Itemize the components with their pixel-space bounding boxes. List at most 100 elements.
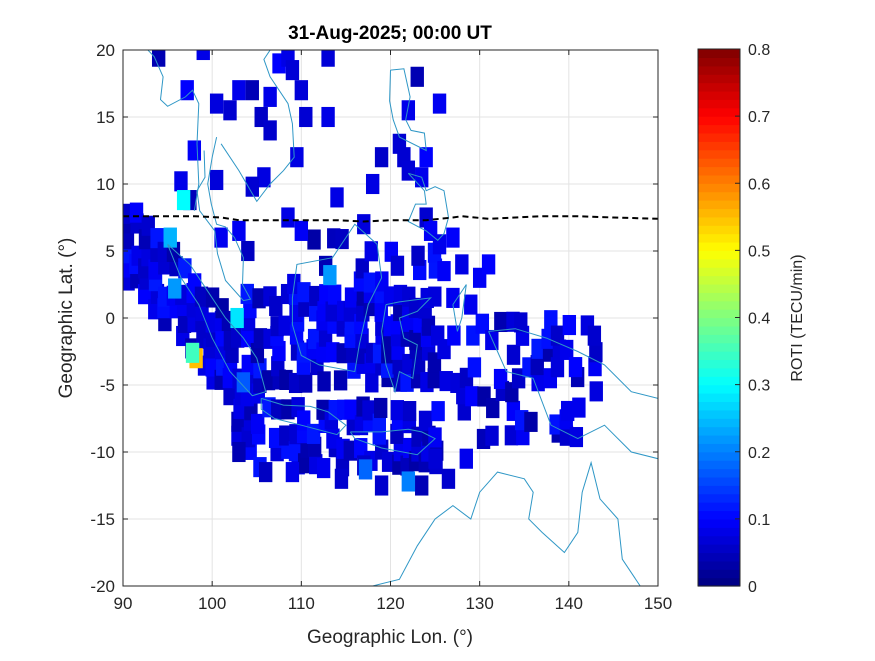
- roti-cell: [432, 93, 447, 114]
- roti-cell: [151, 50, 166, 67]
- roti-cell: [506, 344, 521, 365]
- roti-cell: [279, 425, 293, 446]
- roti-cell: [326, 428, 340, 449]
- roti-cell: [209, 93, 224, 114]
- roti-cell: [281, 399, 295, 420]
- roti-cell: [363, 272, 378, 293]
- colorbar-swatch: [698, 283, 740, 293]
- colorbar-swatch: [698, 493, 740, 503]
- roti-cell: [589, 342, 603, 363]
- roti-cell: [428, 286, 442, 307]
- roti-cell: [209, 169, 224, 191]
- colorbar-swatch: [698, 560, 740, 570]
- colorbar-swatch: [698, 502, 740, 512]
- roti-cell: [374, 397, 388, 419]
- roti-cell: [263, 120, 277, 141]
- roti-cell: [288, 372, 303, 394]
- roti-cell: [123, 257, 133, 278]
- roti-cell: [129, 202, 144, 223]
- colorbar-swatch: [698, 225, 740, 235]
- colorbar-swatch: [698, 300, 740, 310]
- colorbar-swatch: [698, 309, 740, 319]
- roti-cell: [294, 80, 309, 101]
- colorbar-swatch: [698, 191, 740, 201]
- roti-cell-high: [168, 278, 182, 299]
- colorbar-swatch: [698, 208, 740, 218]
- coastline: [389, 68, 427, 152]
- roti-cell: [514, 312, 528, 333]
- roti-cell: [344, 287, 359, 308]
- y-tick-label: -15: [90, 510, 115, 529]
- roti-cell: [257, 167, 271, 188]
- roti-cell: [343, 440, 358, 461]
- roti-cell: [187, 140, 202, 161]
- roti-cell: [269, 295, 283, 317]
- roti-cell: [559, 339, 574, 360]
- colorbar-swatch: [698, 183, 740, 193]
- coastline: [452, 284, 467, 332]
- colorbar-swatch: [698, 334, 740, 344]
- x-tick-label: 130: [465, 594, 493, 613]
- roti-cell: [123, 243, 133, 264]
- colorbar-swatch: [698, 460, 740, 470]
- colorbar-tick-label: 0.3: [748, 378, 770, 395]
- colorbar-swatch: [698, 527, 740, 537]
- roti-cell: [401, 100, 416, 121]
- roti-cell: [298, 372, 313, 393]
- colorbar-swatch: [698, 384, 740, 394]
- x-tick-label: 150: [644, 594, 672, 613]
- colorbar-swatch: [698, 292, 740, 302]
- colorbar-swatch: [698, 149, 740, 159]
- roti-cell: [326, 342, 340, 363]
- coastline: [407, 172, 450, 241]
- roti-cell: [365, 372, 379, 393]
- colorbar-swatch: [698, 99, 740, 109]
- colorbar-tick-label: 0.8: [748, 42, 770, 59]
- colorbar-swatch: [698, 577, 740, 587]
- roti-cell: [568, 357, 583, 378]
- roti-cell: [446, 227, 460, 248]
- roti-cell: [241, 327, 255, 348]
- roti-cell-high: [163, 227, 177, 248]
- roti-cell: [446, 287, 460, 308]
- colorbar-swatch: [698, 569, 740, 579]
- roti-cell: [390, 400, 405, 421]
- roti-cell: [493, 368, 508, 390]
- roti-cell: [365, 173, 380, 195]
- colorbar-swatch: [698, 116, 740, 126]
- roti-cell: [297, 282, 311, 303]
- roti-cell: [364, 241, 378, 262]
- colorbar-swatch: [698, 65, 740, 75]
- roti-cell: [316, 458, 331, 479]
- colorbar-swatch: [698, 82, 740, 92]
- roti-cell: [486, 398, 500, 419]
- roti-cell: [123, 270, 135, 291]
- roti-cell: [250, 413, 265, 434]
- roti-cell: [464, 294, 478, 315]
- colorbar-swatch: [698, 166, 740, 176]
- y-tick-label: 0: [106, 309, 115, 328]
- colorbar-swatch: [698, 267, 740, 277]
- roti-cell: [334, 468, 349, 489]
- roti-cell: [530, 355, 544, 376]
- roti-cell-high: [185, 342, 200, 363]
- colorbar-swatch: [698, 544, 740, 554]
- roti-cell: [123, 203, 133, 224]
- coastline: [381, 297, 432, 394]
- roti-cell: [344, 399, 358, 420]
- roti-cell: [410, 66, 424, 87]
- roti-cell: [278, 315, 292, 336]
- roti-cell: [381, 343, 395, 364]
- colorbar-swatch: [698, 451, 740, 461]
- roti-cell: [232, 441, 246, 463]
- colorbar-swatch: [698, 434, 740, 444]
- colorbar-tick-label: 0.7: [748, 109, 770, 126]
- coastline: [260, 397, 347, 436]
- colorbar-swatch: [698, 518, 740, 528]
- roti-cell: [550, 357, 565, 378]
- roti-cell: [245, 80, 259, 101]
- roti-cell-high: [230, 307, 244, 329]
- chart-title: 31-Aug-2025; 00:00 UT: [288, 23, 492, 44]
- colorbar-swatch: [698, 359, 740, 369]
